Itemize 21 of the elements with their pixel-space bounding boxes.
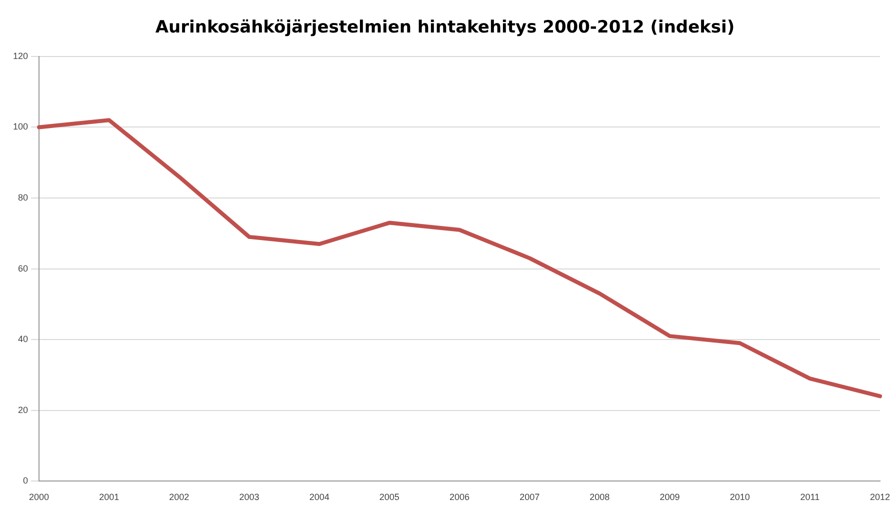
x-tick-label: 2009 <box>660 492 680 502</box>
y-tick-label: 100 <box>12 122 28 132</box>
x-tick-label: 2000 <box>29 492 50 502</box>
y-tick-label: 60 <box>18 263 28 274</box>
x-tick-label: 2005 <box>379 492 400 502</box>
x-tick-label: 2011 <box>800 492 820 502</box>
chart-title: Aurinkosähköjärjestelmien hintakehitys 2000-2012 (indeksi) <box>155 18 735 38</box>
y-tick-label: 0 <box>23 476 28 486</box>
x-tick-label: 2010 <box>730 492 750 502</box>
y-tick-label: 20 <box>18 404 28 415</box>
x-tick-label: 2012 <box>870 492 890 502</box>
x-tick-label: 2003 <box>239 492 260 502</box>
y-tick-label: 40 <box>18 334 28 344</box>
x-tick-label: 2001 <box>99 492 120 502</box>
x-tick-label: 2007 <box>520 492 540 502</box>
y-tick-label: 120 <box>12 50 28 61</box>
y-tick-label: 80 <box>18 192 28 202</box>
x-tick-label: 2004 <box>309 492 330 502</box>
x-tick-label: 2008 <box>590 492 610 502</box>
x-tick-label: 2002 <box>169 492 190 502</box>
x-tick-label: 2006 <box>449 492 470 502</box>
